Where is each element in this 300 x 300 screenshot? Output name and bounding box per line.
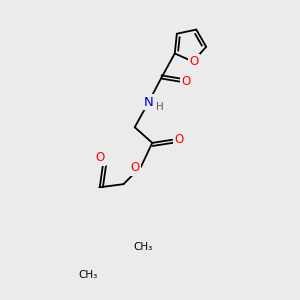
Text: O: O — [95, 152, 104, 164]
Text: O: O — [174, 133, 183, 146]
Text: CH₃: CH₃ — [79, 270, 98, 280]
Text: O: O — [130, 161, 140, 174]
Text: O: O — [182, 75, 191, 88]
Text: N: N — [144, 96, 153, 109]
Text: O: O — [190, 55, 199, 68]
Text: H: H — [156, 102, 164, 112]
Text: CH₃: CH₃ — [133, 242, 152, 252]
